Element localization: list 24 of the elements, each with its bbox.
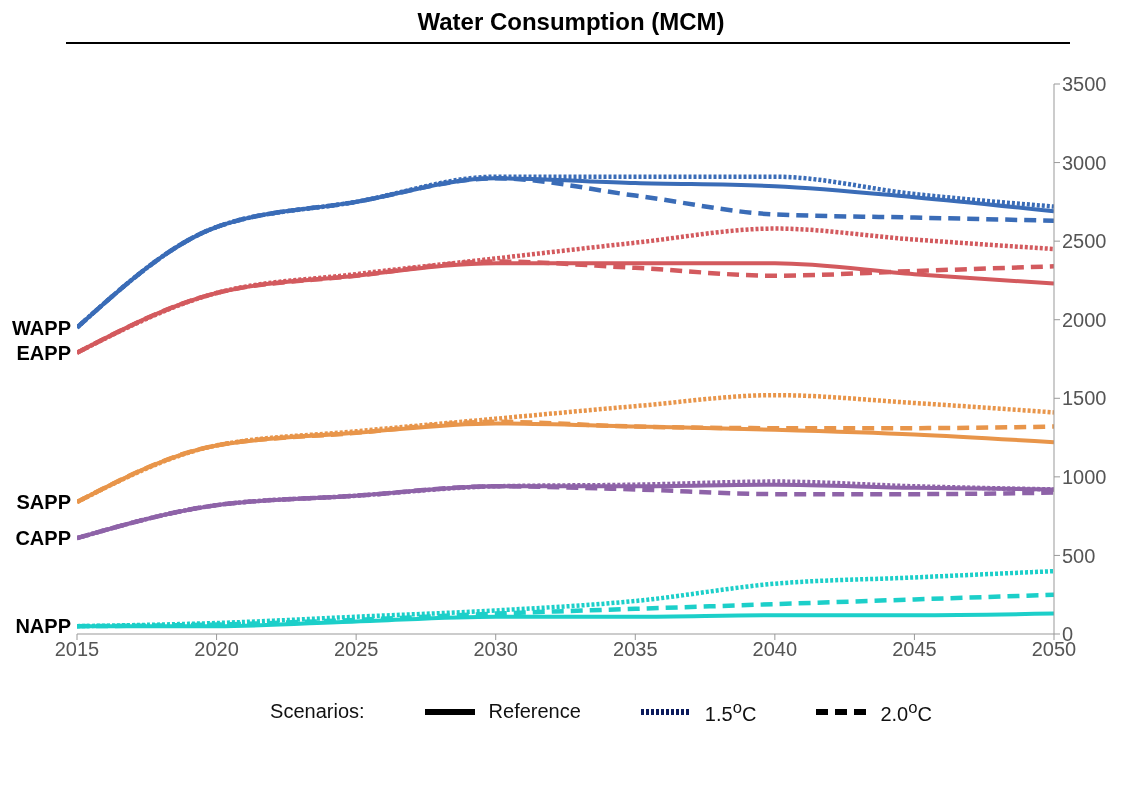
series-label: WAPP: [12, 316, 71, 339]
legend-label: 2.0$^{o}$C: [880, 698, 932, 726]
x-tick-label: 2015: [54, 638, 100, 661]
series-label: CAPP: [15, 527, 71, 550]
x-tick-label: 2030: [473, 638, 518, 661]
y-tick-label: 1000: [1062, 465, 1107, 488]
chart-title: Water Consumption (MCM): [416, 8, 726, 36]
legend-label: Reference: [488, 700, 581, 724]
series-label: NAPP: [15, 615, 71, 638]
x-tick-label: 2020: [194, 638, 239, 661]
x-tick-label: 2045: [892, 638, 937, 661]
y-tick-label: 2000: [1062, 308, 1107, 331]
y-tick-label: 3000: [1062, 151, 1107, 174]
y-tick-label: 1500: [1062, 387, 1107, 410]
y-tick-label: 500: [1062, 544, 1096, 567]
legend-label: 1.5$^{o}$C: [704, 698, 757, 726]
x-tick-label: 2025: [333, 638, 379, 661]
x-tick-label: 2035: [613, 638, 658, 661]
series-label: SAPP: [16, 491, 71, 513]
x-tick-label: 2040: [752, 638, 798, 661]
y-tick-label: 2500: [1062, 230, 1107, 253]
y-tick-label: 3500: [1062, 73, 1107, 96]
series-label: EAPP: [16, 341, 71, 364]
legend-title: Scenarios:: [270, 700, 365, 724]
